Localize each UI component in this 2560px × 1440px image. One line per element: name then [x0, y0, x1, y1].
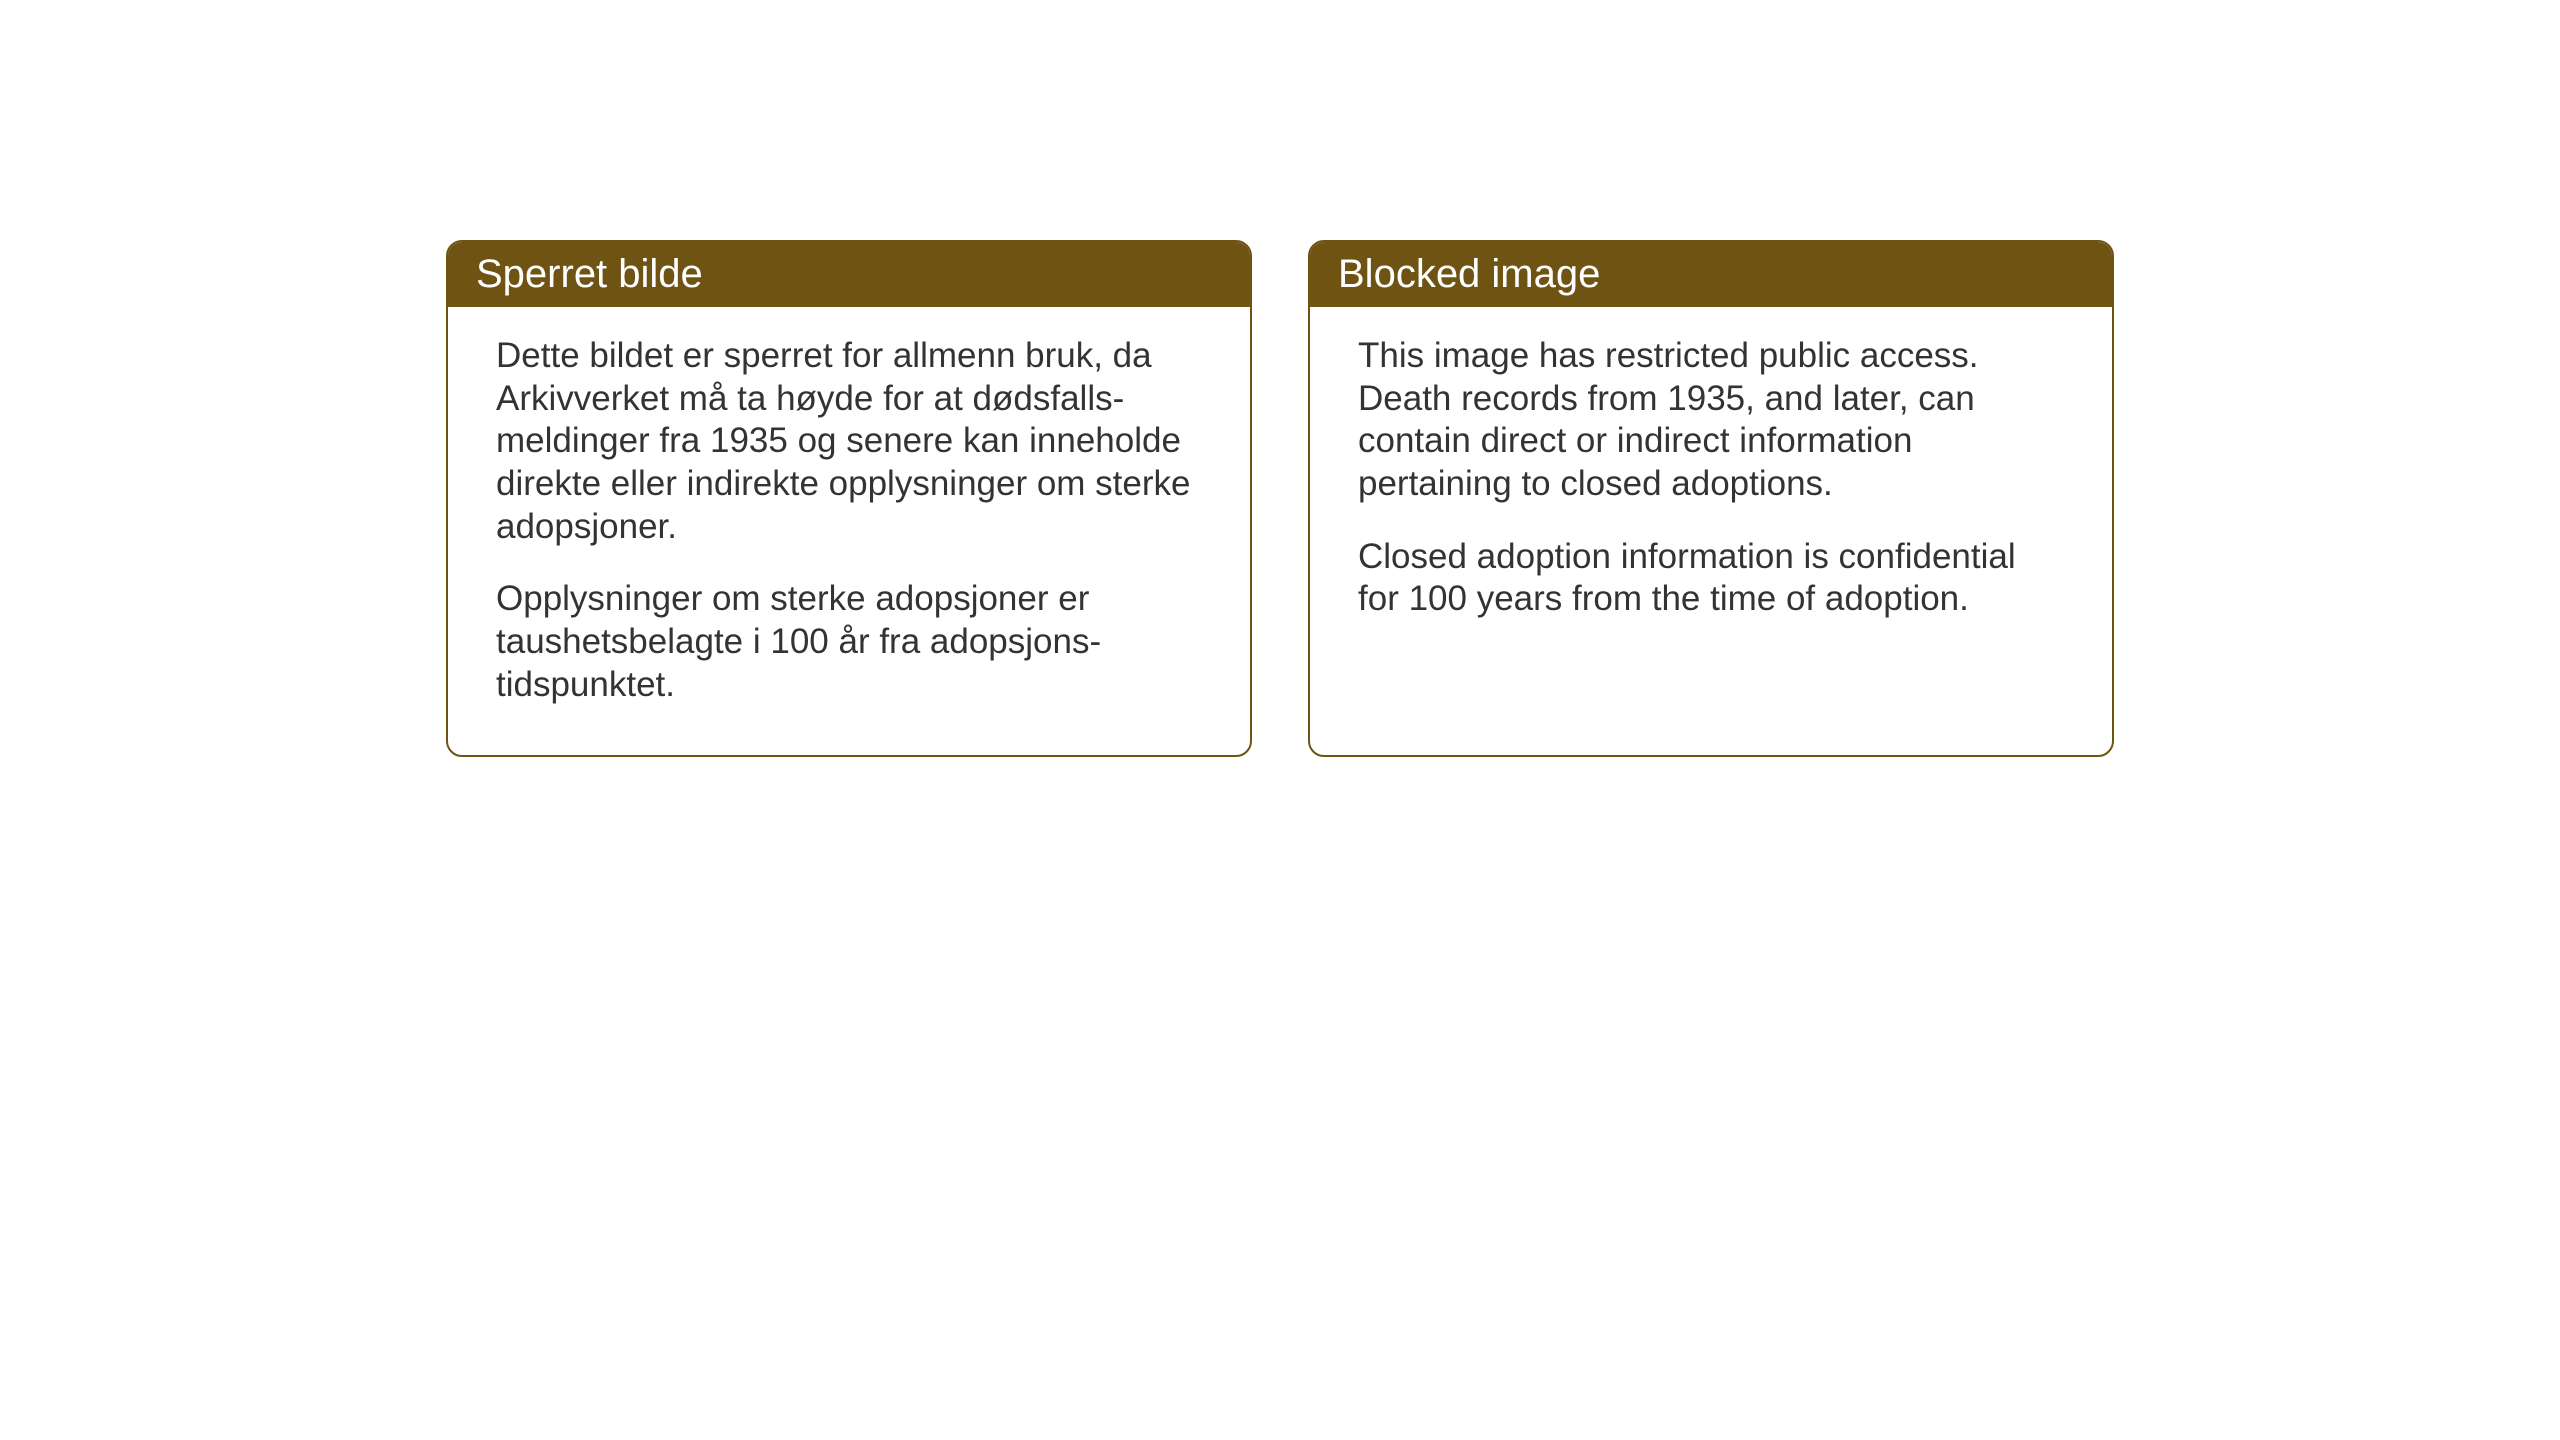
english-card-body: This image has restricted public access.… [1310, 307, 2112, 669]
cards-container: Sperret bilde Dette bildet er sperret fo… [446, 240, 2114, 757]
english-card: Blocked image This image has restricted … [1308, 240, 2114, 757]
english-card-header: Blocked image [1310, 242, 2112, 307]
norwegian-paragraph-1: Dette bildet er sperret for allmenn bruk… [496, 335, 1202, 548]
norwegian-card: Sperret bilde Dette bildet er sperret fo… [446, 240, 1252, 757]
english-paragraph-1: This image has restricted public access.… [1358, 335, 2064, 506]
english-card-title: Blocked image [1338, 252, 1600, 296]
norwegian-card-title: Sperret bilde [476, 252, 703, 296]
norwegian-card-body: Dette bildet er sperret for allmenn bruk… [448, 307, 1250, 755]
norwegian-paragraph-2: Opplysninger om sterke adopsjoner er tau… [496, 578, 1202, 706]
norwegian-card-header: Sperret bilde [448, 242, 1250, 307]
english-paragraph-2: Closed adoption information is confident… [1358, 536, 2064, 621]
